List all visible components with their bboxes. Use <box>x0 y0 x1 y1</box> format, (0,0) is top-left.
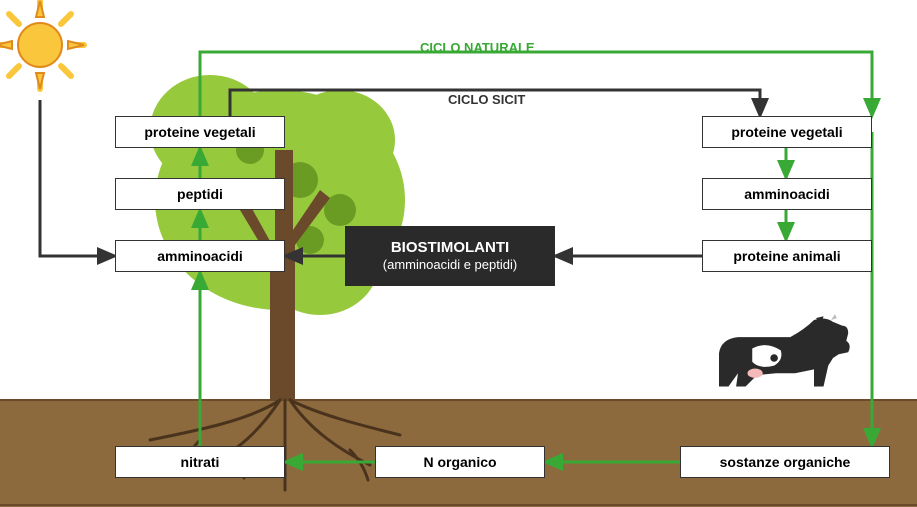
box-peptidi: peptidi <box>115 178 285 210</box>
box-amminoacidi-right: amminoacidi <box>702 178 872 210</box>
box-proteine-animali: proteine animali <box>702 240 872 272</box>
box-proteine-vegetali-left: proteine vegetali <box>115 116 285 148</box>
box-sostanze-organiche: sostanze organiche <box>680 446 890 478</box>
box-proteine-vegetali-right: proteine vegetali <box>702 116 872 148</box>
box-n-organico: N organico <box>375 446 545 478</box>
box-amminoacidi-left: amminoacidi <box>115 240 285 272</box>
label-ciclo-sicit: CICLO SICIT <box>448 92 525 107</box>
box-nitrati: nitrati <box>115 446 285 478</box>
box-biostimolanti: BIOSTIMOLANTI (amminoacidi e peptidi) <box>345 226 555 286</box>
biostim-title: BIOSTIMOLANTI <box>391 238 509 258</box>
diagram-stage: CICLO NATURALE CICLO SICIT proteine vege… <box>0 0 917 507</box>
label-ciclo-naturale: CICLO NATURALE <box>420 40 535 55</box>
biostim-sub: (amminoacidi e peptidi) <box>383 257 517 274</box>
